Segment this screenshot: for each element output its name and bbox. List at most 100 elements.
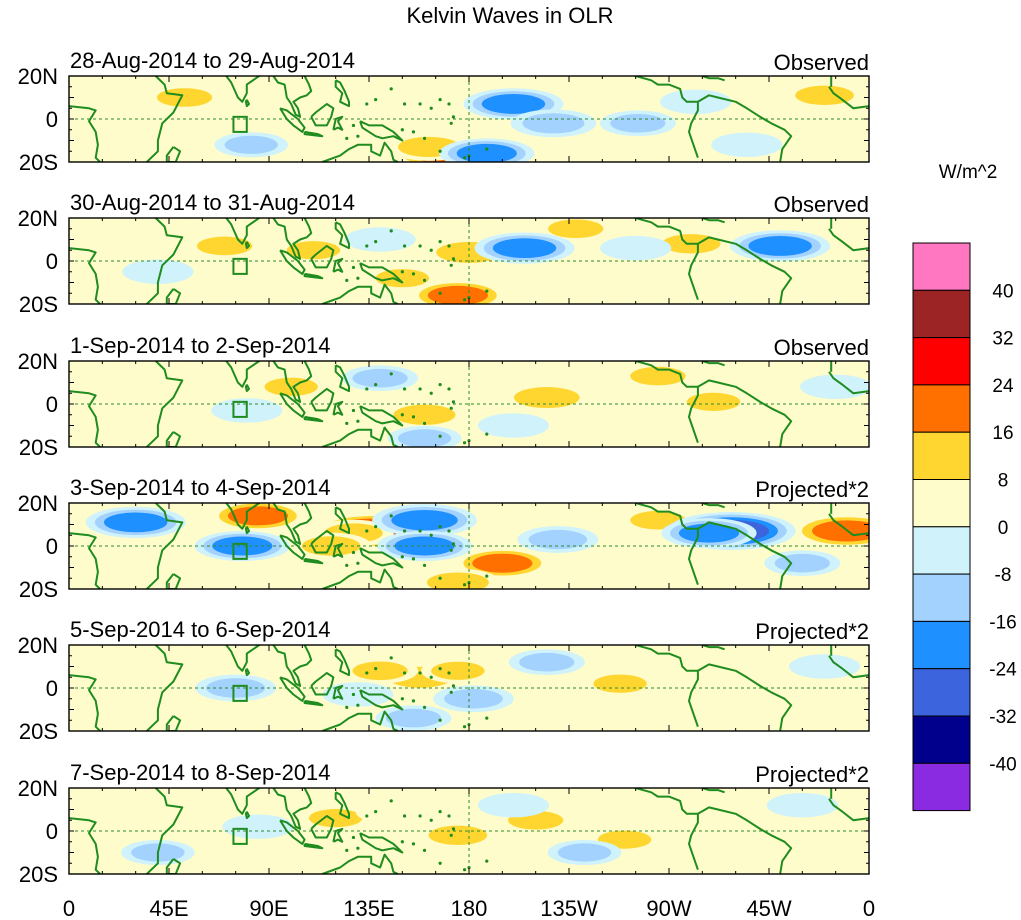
anomaly-contour xyxy=(355,799,427,824)
olr-anomaly xyxy=(122,259,194,284)
island xyxy=(351,408,356,413)
island xyxy=(374,383,378,387)
colorbar-swatch xyxy=(912,762,971,812)
island xyxy=(356,561,360,565)
island xyxy=(438,291,442,295)
island xyxy=(485,289,489,293)
coastline-sumatra xyxy=(279,819,306,845)
panel-label: Projected*2 xyxy=(755,762,869,787)
coastline-madagascar xyxy=(165,431,182,447)
island xyxy=(422,563,427,567)
coastline-sumatra xyxy=(279,249,306,275)
island xyxy=(418,814,422,818)
island xyxy=(451,684,456,688)
olr-anomaly xyxy=(417,821,499,849)
colorbar-level-label: -16 xyxy=(989,612,1016,633)
anomaly-contour xyxy=(812,520,869,542)
coastline-africa-coast xyxy=(69,674,101,731)
island xyxy=(438,810,442,814)
coastline-arabia-india xyxy=(191,76,261,103)
coastline-africa-coast xyxy=(69,247,101,304)
island xyxy=(429,248,433,252)
coastline-central-america xyxy=(635,503,698,530)
island xyxy=(451,400,456,404)
anomaly-contour xyxy=(477,413,550,438)
coastline-philippines xyxy=(334,221,350,250)
lon-tick-label: 90W xyxy=(646,896,691,920)
island xyxy=(389,656,393,660)
olr-anomaly xyxy=(791,514,869,548)
island xyxy=(345,278,349,282)
longitude-axis: 0 45E 90E 135E 180 135W 90W 45W 0 xyxy=(63,896,875,920)
lat-tick-label: 0 xyxy=(46,107,58,132)
anomaly-contour xyxy=(122,259,194,284)
island xyxy=(400,128,404,132)
olr-anomaly xyxy=(301,81,371,106)
coastline-borneo xyxy=(310,672,335,696)
panel-date-range: 3-Sep-2014 to 4-Sep-2014 xyxy=(70,475,331,500)
anomaly-contour xyxy=(212,536,273,556)
lat-tick-label: 0 xyxy=(46,676,58,701)
island xyxy=(402,671,407,675)
island xyxy=(365,244,369,248)
coastline-arabia-india xyxy=(191,788,262,815)
anomaly-contour xyxy=(610,114,666,133)
anomaly-contour xyxy=(103,512,168,533)
olr-anomaly xyxy=(254,374,329,400)
coastline-africa-coast-east xyxy=(146,645,184,731)
olr-anomaly xyxy=(194,531,290,561)
olr-anomaly xyxy=(85,506,186,538)
olr-anomaly xyxy=(255,658,327,683)
island xyxy=(418,244,422,248)
island xyxy=(402,529,407,533)
island xyxy=(418,102,422,106)
island xyxy=(451,115,456,119)
anomaly-contour xyxy=(426,572,489,589)
island xyxy=(462,156,467,160)
island xyxy=(449,548,453,552)
anomaly-contour xyxy=(301,81,371,106)
lat-tick-label: 0 xyxy=(46,249,58,274)
island xyxy=(462,725,467,729)
panel-date-range: 5-Sep-2014 to 6-Sep-2014 xyxy=(70,617,331,642)
coastline-sumatra xyxy=(279,534,306,560)
anomaly-contour xyxy=(397,429,452,447)
coastline-madagascar xyxy=(165,858,182,874)
island xyxy=(411,699,416,703)
lon-tick-label: 180 xyxy=(451,896,488,920)
island xyxy=(356,846,360,850)
coastline-indochina xyxy=(272,361,313,403)
coastline-sri-lanka xyxy=(244,241,250,250)
coastline-philippines xyxy=(334,648,350,677)
coastline-sri-lanka xyxy=(244,99,250,108)
anomaly-contour xyxy=(472,553,533,573)
coastlines xyxy=(69,76,869,162)
island xyxy=(429,675,433,679)
lon-tick-label: 90E xyxy=(249,896,288,920)
olr-anomaly xyxy=(342,658,419,684)
lon-tick-label: 0 xyxy=(63,896,75,920)
map-panel: 20N 0 20S 5-Sep-2014 to 6-Sep-2014 Projected… xyxy=(18,617,870,744)
anomaly-contour xyxy=(492,238,557,258)
island xyxy=(365,814,369,818)
colorbar-level-label: 0 xyxy=(998,518,1009,539)
lat-tick-label: 0 xyxy=(46,534,58,559)
lat-tick-label: 20N xyxy=(18,776,58,801)
olr-anomaly xyxy=(342,365,419,392)
island xyxy=(356,419,360,423)
coastline-madagascar xyxy=(165,288,182,304)
coastline-africa-coast xyxy=(69,817,101,874)
lat-tick-label: 20N xyxy=(18,349,58,374)
colorbar-swatch xyxy=(912,431,971,481)
coastline-africa-coast-east xyxy=(146,503,184,589)
coastline-indochina xyxy=(272,218,313,260)
island xyxy=(400,697,404,701)
coastline-australia-north xyxy=(321,283,399,304)
coastline-sumatra xyxy=(279,107,306,133)
olr-anomaly xyxy=(600,235,672,261)
coastline-africa-coast-east xyxy=(146,218,184,304)
anomaly-contour xyxy=(133,374,205,399)
island xyxy=(411,842,416,846)
colorbar-swatch xyxy=(912,384,971,433)
